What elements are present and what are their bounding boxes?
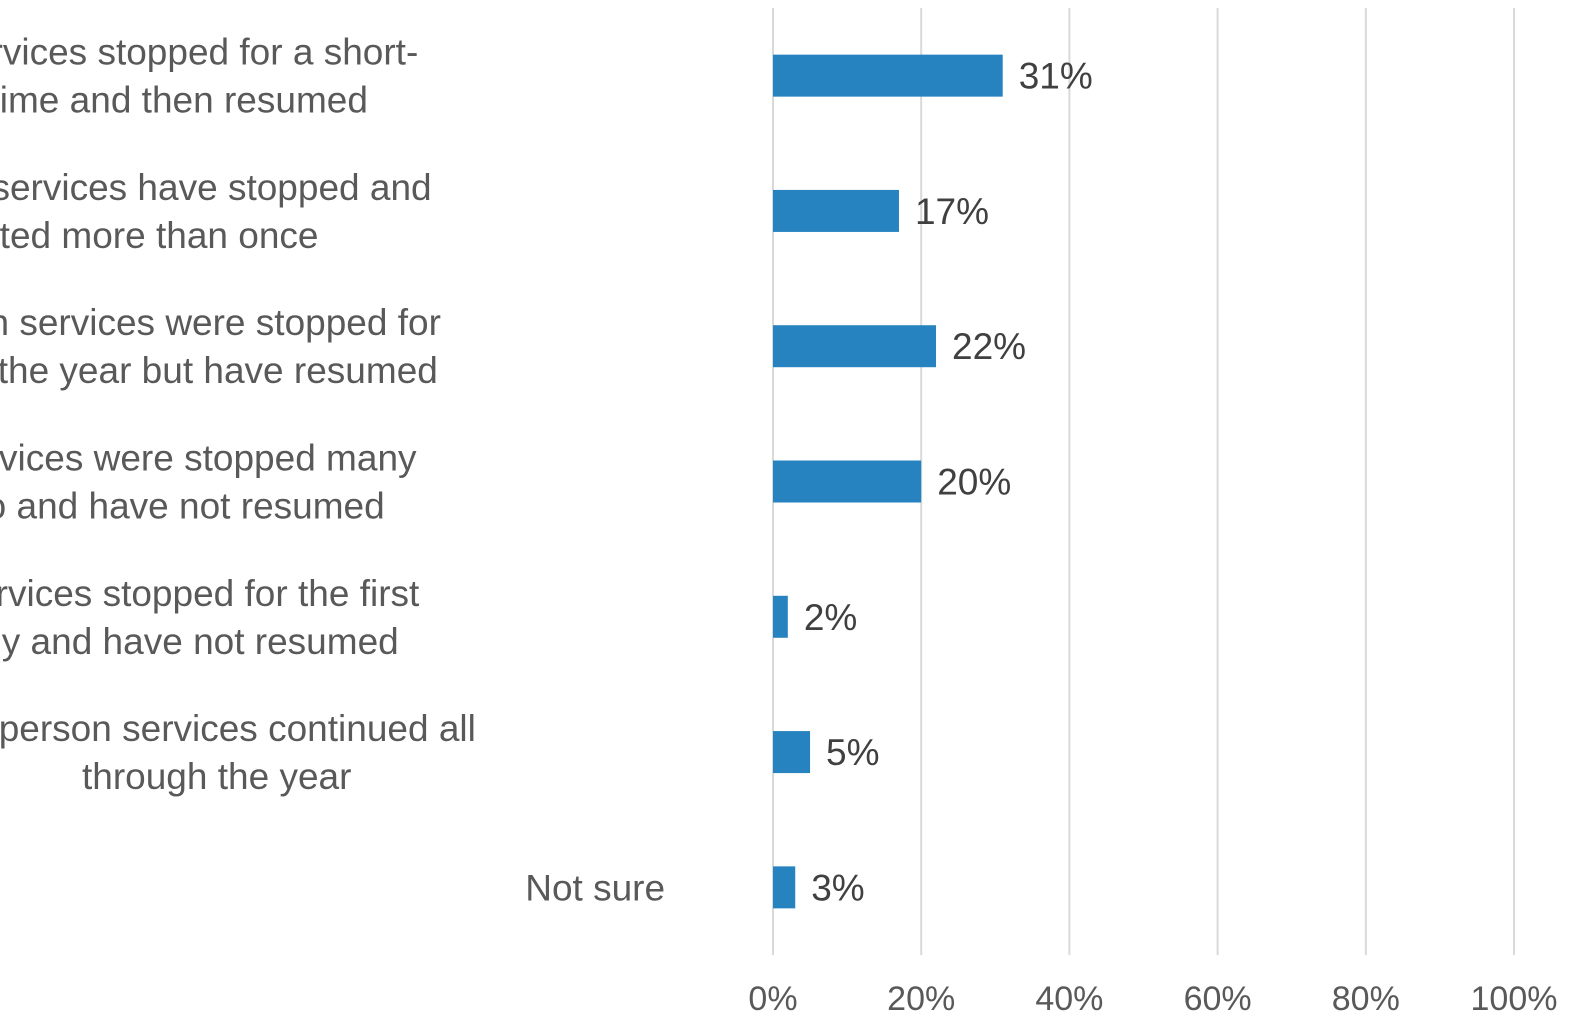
category-label-line: period of time and then resumed <box>0 80 368 121</box>
data-label: 17% <box>915 191 989 232</box>
data-labels: 31% 17% 22% 20% 2% 5% 3% <box>804 56 1093 909</box>
bar <box>773 189 899 232</box>
bar <box>773 866 796 909</box>
category-label-line: through the year <box>82 756 351 797</box>
category-label: In person services continued all through … <box>0 708 476 797</box>
category-label: Not sure <box>525 867 665 908</box>
category-label-line: much of the year but have resumed <box>0 350 438 391</box>
x-tick-label: 100% <box>1471 980 1558 1018</box>
data-label: 22% <box>952 326 1026 367</box>
category-label-line: In-person services were stopped for <box>0 302 441 343</box>
bar <box>773 460 922 503</box>
x-tick-label: 40% <box>1035 980 1103 1018</box>
category-label-line: time recently and have not resumed <box>0 621 399 662</box>
category-label: In-person services have stopped and start… <box>0 167 432 256</box>
data-label: 3% <box>811 867 864 908</box>
category-label-line: In-person services have stopped and <box>0 167 432 208</box>
category-label-line: months ago and have not resumed <box>0 486 385 527</box>
category-label-line: In-person services stopped for a short- <box>0 32 418 73</box>
bars <box>773 54 1003 909</box>
x-axis-tick-labels: 0% 20% 40% 60% 80% 100% <box>748 980 1557 1018</box>
category-label-line: In person services continued all <box>0 708 476 749</box>
bar <box>773 325 937 368</box>
bar <box>773 731 811 774</box>
category-labels: In-person services stopped for a short-p… <box>0 32 665 909</box>
bar <box>773 595 788 638</box>
category-label-line: In-person services stopped for the first <box>0 573 420 614</box>
x-tick-label: 60% <box>1184 980 1252 1018</box>
bar <box>773 54 1003 97</box>
gridlines <box>772 8 1515 955</box>
data-label: 2% <box>804 597 857 638</box>
category-label-line: Not sure <box>525 867 665 908</box>
category-label: In-person services stopped for a short-p… <box>0 32 418 121</box>
category-label-line: In-person services were stopped many <box>0 438 417 479</box>
x-tick-label: 80% <box>1332 980 1400 1018</box>
category-label: In-person services were stopped many mont… <box>0 438 417 527</box>
category-label: In-person services were stopped for much … <box>0 302 441 391</box>
category-label-line: started more than once <box>0 215 318 256</box>
x-tick-label: 20% <box>887 980 955 1018</box>
x-tick-label: 0% <box>748 980 797 1018</box>
data-label: 31% <box>1019 56 1093 97</box>
category-label: In-person services stopped for the first… <box>0 573 420 662</box>
data-label: 20% <box>937 462 1011 503</box>
data-label: 5% <box>826 732 879 773</box>
